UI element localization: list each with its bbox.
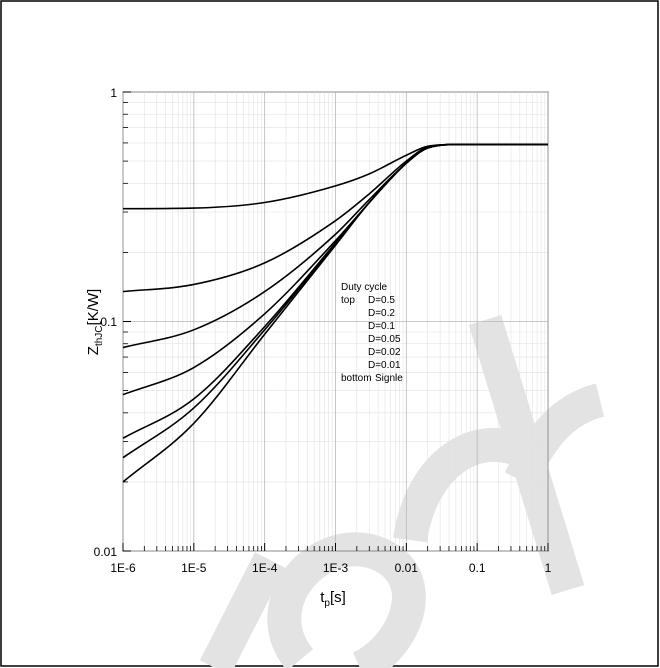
legend-prefix: bottom [341, 373, 372, 384]
x-tick-label: 1 [545, 561, 552, 575]
x-tick-label: 0.01 [395, 561, 419, 575]
legend: Duty cycle top D=0.5 D=0.2 D=0.1 D=0.05 … [341, 282, 403, 384]
y-tick-label: 0.1 [100, 315, 117, 329]
legend-entry: D=0.1 [368, 321, 395, 332]
legend-entry: D=0.2 [368, 308, 395, 319]
series-line-signle [122, 143, 548, 483]
legend-entry: D=0.5 [368, 295, 395, 306]
legend-entry: Signle [375, 373, 403, 384]
legend-entry: D=0.05 [368, 334, 401, 345]
x-axis-title: tp[s] [320, 589, 346, 609]
legend-entry: D=0.01 [368, 360, 401, 371]
x-tick-label: 1E-5 [181, 561, 207, 575]
legend-prefix: top [341, 295, 355, 306]
y-tick-labels: 1 0.1 0.01 [94, 86, 118, 559]
x-tick-labels: 1E-6 1E-5 1E-4 1E-3 0.01 0.1 1 [110, 561, 551, 575]
axis-ticks [122, 91, 549, 552]
x-tick-label: 1E-3 [323, 561, 349, 575]
x-tick-label: 1E-6 [110, 561, 136, 575]
x-tick-label: 0.1 [469, 561, 486, 575]
x-tick-label: 1E-4 [252, 561, 278, 575]
plot-area [122, 91, 549, 552]
series-lines [122, 143, 548, 483]
legend-entry: D=0.02 [368, 347, 401, 358]
y-tick-label: 0.01 [94, 545, 118, 559]
y-axis-title: ZthJC[K/W] [85, 289, 105, 355]
y-tick-label: 1 [110, 86, 117, 100]
legend-title: Duty cycle [341, 282, 388, 293]
